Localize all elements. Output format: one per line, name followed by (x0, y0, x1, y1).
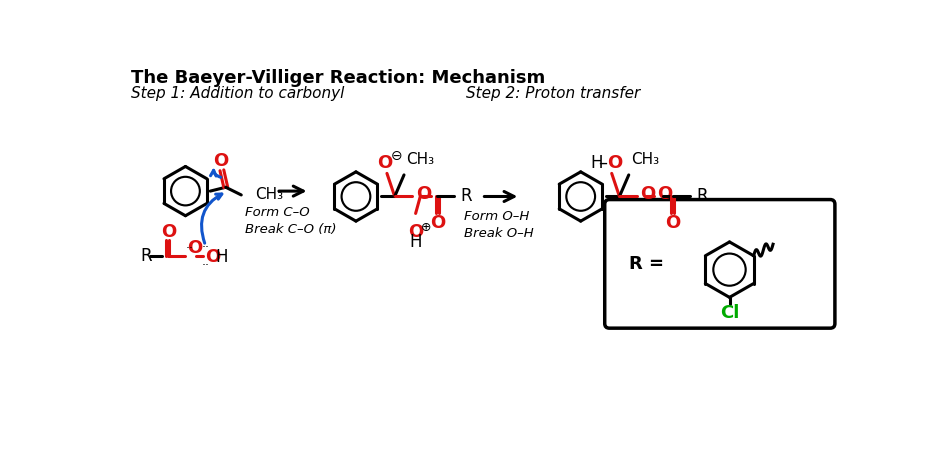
Text: ··: ·· (202, 241, 209, 254)
Text: R =: R = (628, 255, 664, 273)
Text: CH₃: CH₃ (255, 187, 283, 202)
Text: ⊕: ⊕ (420, 221, 431, 234)
Text: O: O (205, 248, 220, 266)
Text: O: O (658, 185, 673, 203)
Text: ⊖: ⊖ (390, 149, 402, 163)
Text: R: R (696, 188, 708, 206)
Text: R: R (141, 247, 152, 265)
Text: Form O–H
Break O–H: Form O–H Break O–H (464, 209, 535, 239)
Text: ··: ·· (186, 242, 194, 255)
Text: O: O (214, 152, 229, 170)
FancyBboxPatch shape (605, 199, 835, 328)
Text: O: O (430, 214, 445, 232)
Text: Step 1: Addition to carbonyl: Step 1: Addition to carbonyl (131, 86, 344, 101)
Text: O: O (641, 185, 656, 203)
Text: R: R (461, 188, 472, 206)
Text: –: – (598, 154, 607, 172)
Text: Cl: Cl (719, 304, 739, 322)
Text: H: H (409, 233, 422, 251)
Text: O: O (408, 223, 423, 241)
Text: CH₃: CH₃ (406, 152, 434, 167)
Text: H: H (590, 154, 602, 172)
Text: H: H (216, 248, 228, 266)
Text: O: O (665, 214, 681, 232)
Text: ··: ·· (202, 259, 209, 272)
Text: The Baeyer-Villiger Reaction: Mechanism: The Baeyer-Villiger Reaction: Mechanism (131, 69, 546, 88)
Text: CH₃: CH₃ (631, 152, 659, 167)
Text: O: O (607, 154, 622, 172)
Text: O: O (377, 154, 392, 172)
Text: O: O (160, 223, 176, 241)
Text: Form C–O
Break C–O (π): Form C–O Break C–O (π) (245, 206, 337, 236)
Text: O: O (187, 239, 203, 258)
Text: Step 2: Proton transfer: Step 2: Proton transfer (466, 86, 641, 101)
Text: O: O (416, 185, 431, 203)
